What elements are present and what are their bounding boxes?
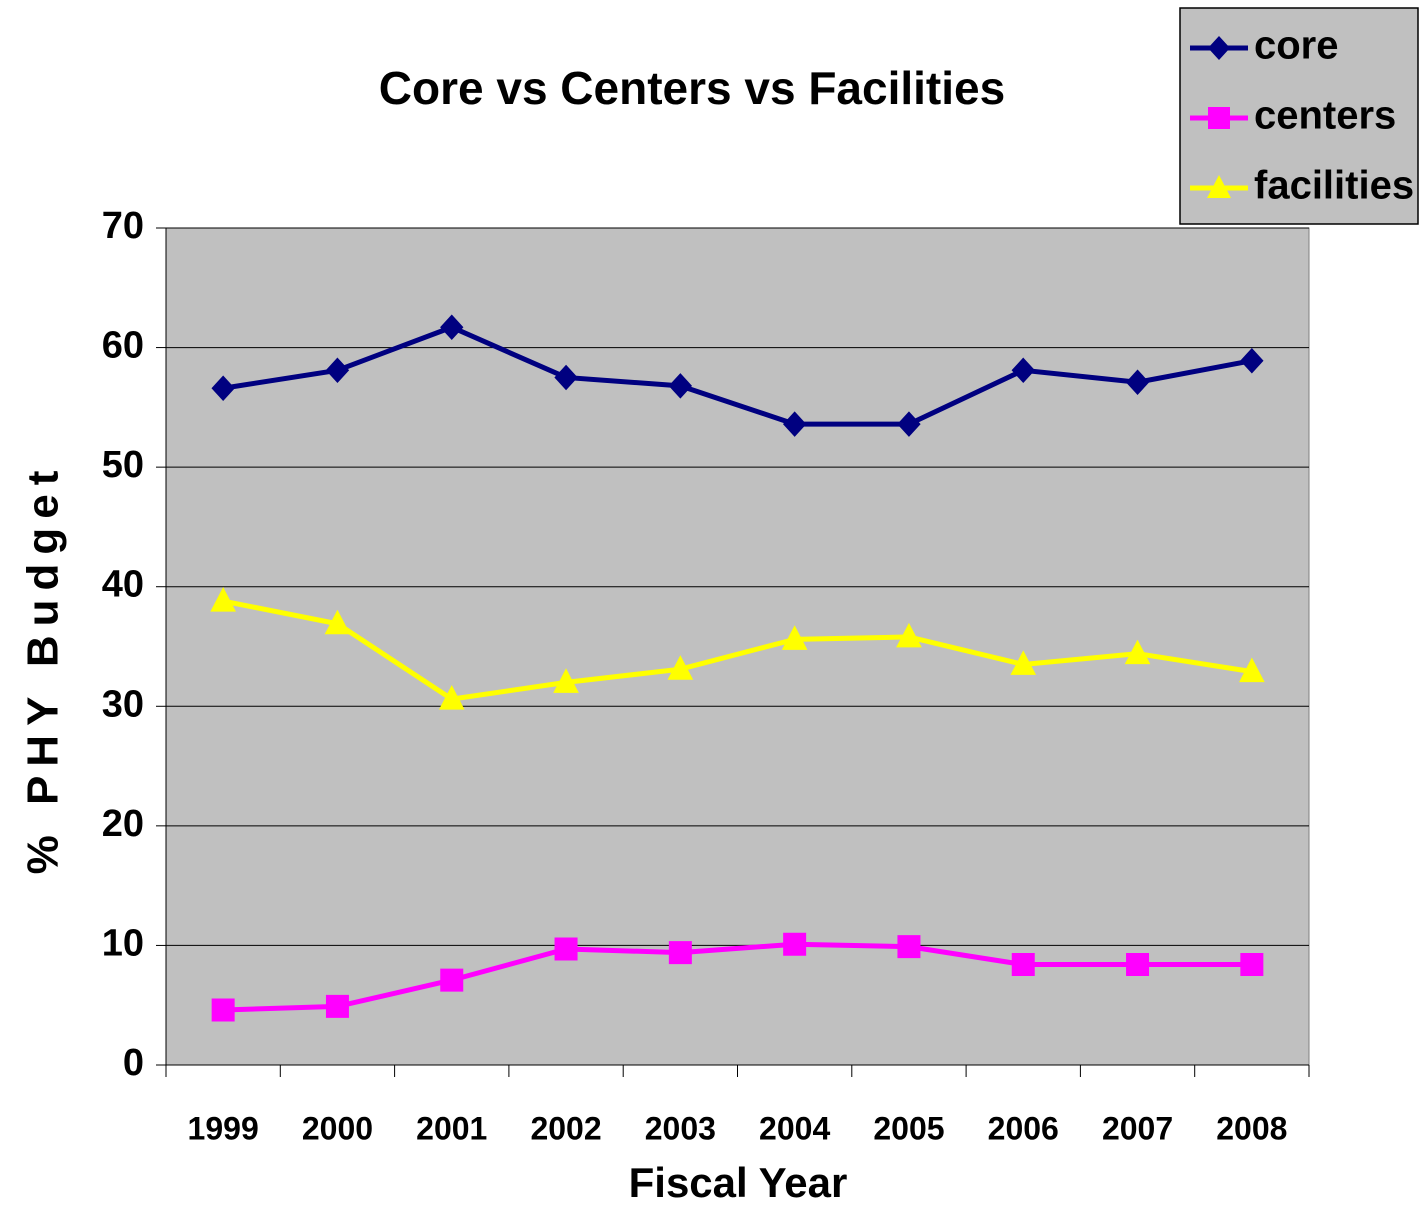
legend-marker [1208, 36, 1230, 60]
data-point [438, 685, 465, 710]
data-point [210, 586, 236, 612]
x-tick-label: 2007 [1102, 1110, 1173, 1146]
y-tick-label: 30 [102, 683, 144, 725]
legend-label: core [1254, 24, 1339, 68]
data-point [1124, 639, 1151, 665]
data-point [782, 411, 807, 437]
legend-marker [1208, 107, 1230, 129]
legend-label: facilities [1254, 164, 1414, 208]
data-point [668, 373, 693, 399]
plot-area [165, 227, 1310, 1066]
data-point [667, 655, 694, 680]
x-tick-label: 2001 [416, 1110, 487, 1146]
data-point [440, 968, 464, 992]
y-tick-label: 20 [102, 803, 144, 845]
legend-marker [1207, 175, 1231, 198]
y-tick-label: 40 [102, 564, 144, 606]
data-point [1010, 650, 1037, 675]
y-tick-label: 60 [102, 325, 144, 367]
data-point [781, 625, 808, 650]
data-point [325, 994, 349, 1018]
data-point [1126, 953, 1150, 977]
data-point [1239, 657, 1265, 683]
series-line [222, 324, 1253, 427]
y-tick-label: 50 [102, 444, 144, 486]
x-tick-label: 2000 [302, 1110, 373, 1146]
series-line [222, 598, 1253, 702]
x-tick-label: 2008 [1216, 1110, 1287, 1146]
data-point [668, 941, 692, 965]
data-point [325, 357, 350, 384]
data-point [896, 622, 922, 648]
legend-label: centers [1254, 94, 1396, 138]
x-axis-label: Fiscal Year [629, 1159, 848, 1205]
x-tick-label: 2006 [988, 1110, 1059, 1146]
data-point [324, 609, 351, 635]
data-point [440, 314, 464, 340]
chart-title: Core vs Centers vs Facilities [379, 62, 1005, 114]
data-point [1240, 347, 1264, 374]
data-point [211, 375, 235, 401]
x-tick-label: 2005 [873, 1110, 944, 1146]
x-tick-label: 2003 [645, 1110, 716, 1146]
data-point [783, 932, 807, 956]
y-tick-label: 0 [123, 1042, 144, 1084]
y-axis-label: % PHY Budget [19, 462, 68, 875]
data-point [1240, 953, 1264, 977]
data-point [1125, 369, 1150, 395]
data-point [897, 935, 921, 959]
y-tick-label: 70 [102, 205, 144, 247]
data-point [211, 998, 235, 1022]
data-point [1011, 357, 1035, 384]
y-tick-label: 10 [102, 922, 144, 964]
data-point [554, 937, 578, 961]
data-point [553, 668, 579, 693]
x-tick-label: 1999 [188, 1110, 259, 1146]
x-tick-label: 2002 [530, 1110, 601, 1146]
data-point [897, 411, 921, 437]
series-line [223, 941, 1252, 1013]
data-point [554, 364, 578, 391]
data-point [1011, 953, 1035, 977]
x-tick-label: 2004 [759, 1110, 830, 1146]
